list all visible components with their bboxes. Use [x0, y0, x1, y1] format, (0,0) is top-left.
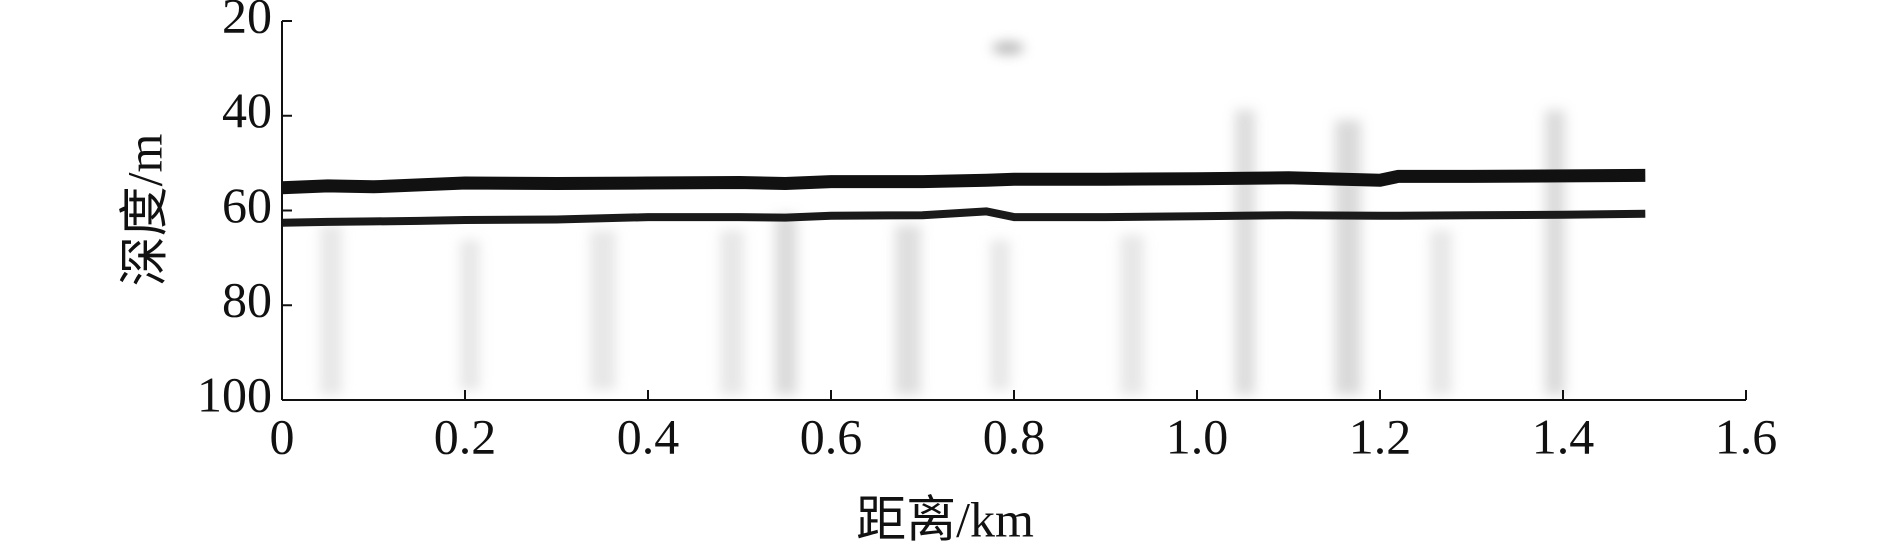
x-tick-label: 1.0 [1166, 408, 1229, 464]
reflector-line [281, 207, 1646, 227]
x-tick-label: 0 [270, 408, 295, 464]
y-tick-label: 60 [222, 177, 272, 233]
x-tick-label: 0.8 [983, 408, 1046, 464]
background-texture [320, 42, 1565, 395]
x-axis-label: 距离/km [856, 491, 1034, 547]
x-tick-label: 0.4 [617, 408, 680, 464]
x-tick-label: 1.6 [1715, 408, 1778, 464]
x-tick-label: 1.2 [1349, 408, 1412, 464]
y-tick-label: 80 [222, 272, 272, 328]
plot-area [281, 168, 1646, 227]
y-tick-label: 100 [197, 366, 272, 422]
reflector-line [281, 168, 1646, 195]
x-tick-label: 0.6 [800, 408, 863, 464]
y-tick-label: 40 [222, 82, 272, 138]
y-tick-label: 20 [222, 0, 272, 43]
y-axis-label: 深度/m [116, 134, 172, 287]
x-tick-label: 0.2 [434, 408, 497, 464]
x-tick-label: 1.4 [1532, 408, 1595, 464]
